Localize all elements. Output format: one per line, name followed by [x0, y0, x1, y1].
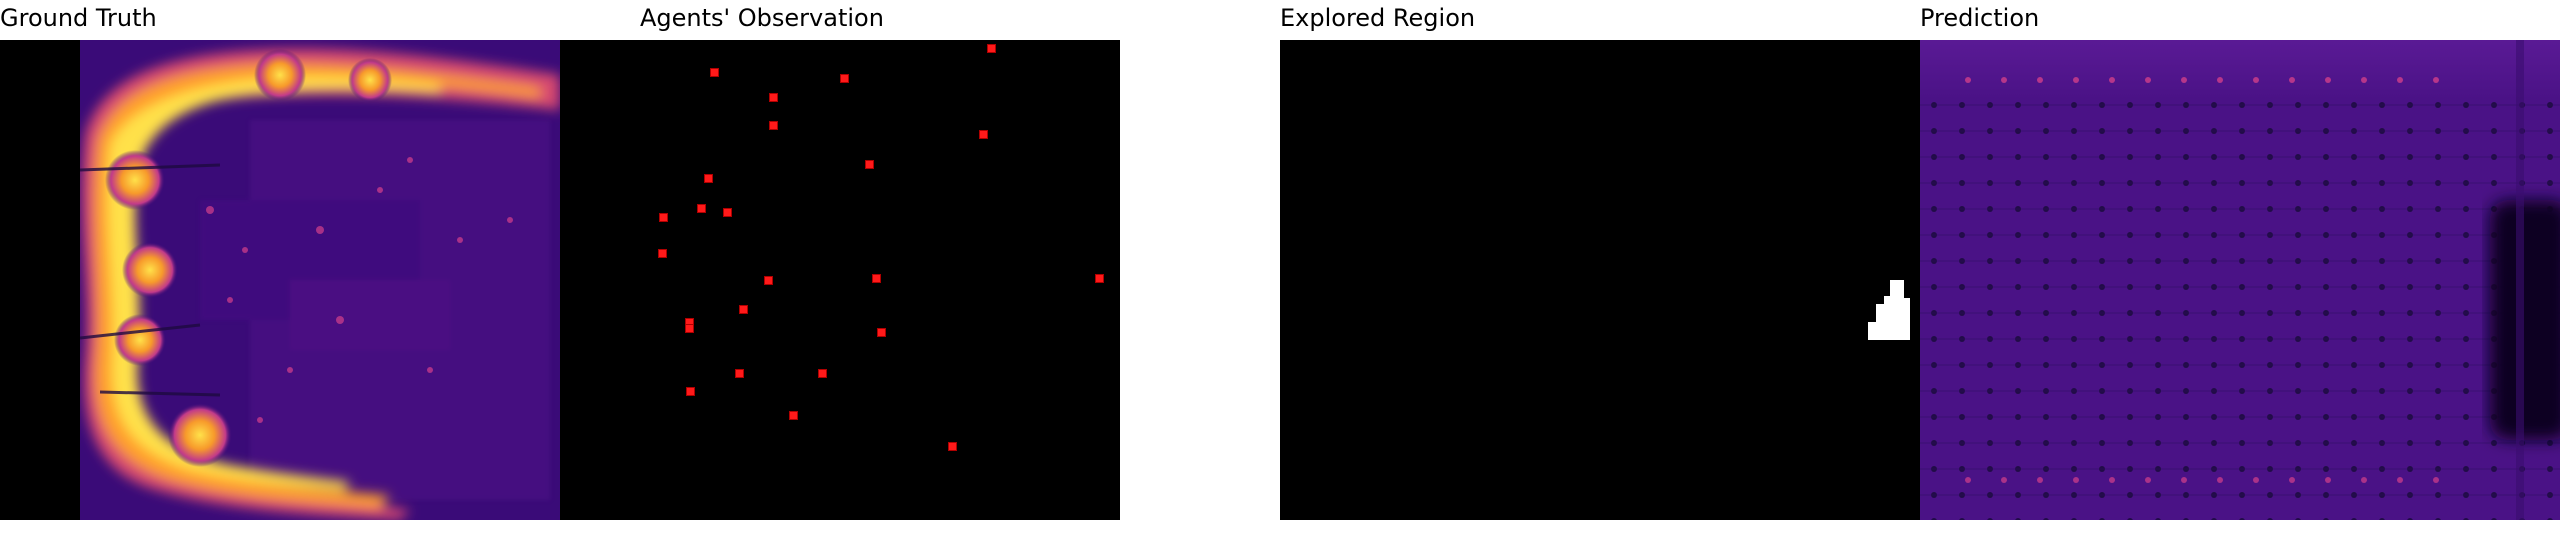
agents-observation-panel: [560, 40, 1120, 520]
ground-truth-panel: [0, 40, 560, 520]
agent-marker: [723, 208, 732, 217]
ground-truth-heatmap: [80, 40, 560, 520]
agents-observation-title: Agents' Observation: [640, 4, 884, 32]
agent-marker: [659, 213, 668, 222]
agent-marker: [739, 305, 748, 314]
agent-marker: [769, 93, 778, 102]
agent-marker: [769, 121, 778, 130]
explored-region-title: Explored Region: [1280, 4, 1476, 32]
agent-marker: [697, 204, 706, 213]
agent-marker: [865, 160, 874, 169]
ground-truth-title: Ground Truth: [0, 4, 157, 32]
agent-marker: [840, 74, 849, 83]
agent-marker: [686, 387, 695, 396]
explored-region-mask: [1280, 40, 1920, 520]
agent-marker: [987, 44, 996, 53]
prediction-title: Prediction: [1920, 4, 2040, 32]
agent-marker: [872, 274, 881, 283]
agent-marker: [877, 328, 886, 337]
agent-marker: [789, 411, 798, 420]
agent-marker: [948, 442, 957, 451]
explored-area: [1868, 280, 1910, 340]
agent-marker: [658, 249, 667, 258]
prediction-heatmap: [1920, 40, 2560, 520]
agent-marker: [685, 324, 694, 333]
agent-marker: [979, 130, 988, 139]
explored-region-panel: [1280, 40, 1920, 520]
agent-marker: [704, 174, 713, 183]
agent-marker: [710, 68, 719, 77]
agent-marker: [1095, 274, 1104, 283]
agent-marker: [764, 276, 773, 285]
agent-marker: [818, 369, 827, 378]
agent-marker: [685, 318, 694, 327]
prediction-panel: [1920, 40, 2560, 520]
agent-marker: [735, 369, 744, 378]
